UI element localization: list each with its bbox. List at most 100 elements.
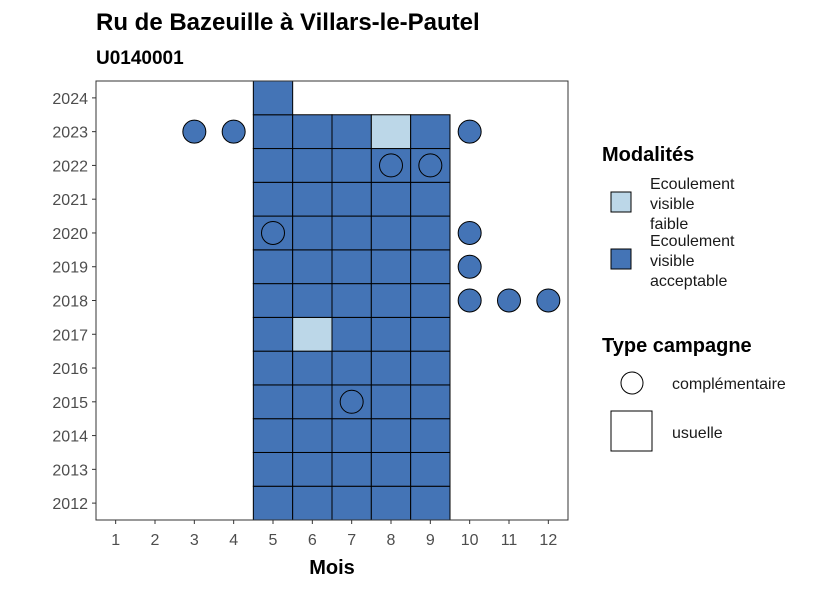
tile-2013-8 (370, 451, 412, 487)
y-tick-label: 2023 (52, 125, 88, 142)
tile-2023-5 (252, 114, 294, 150)
tile-2014-7 (331, 418, 372, 453)
tile-2014-9 (410, 418, 451, 453)
legend-label-complementaire: complémentaire (672, 376, 786, 393)
tile-2020-6 (292, 215, 333, 251)
tile-2012-5 (252, 485, 294, 521)
x-tick-label: 7 (347, 532, 356, 549)
tile-2018-6 (292, 283, 333, 318)
tile-2018-7 (331, 283, 372, 318)
plot-area (95, 80, 569, 521)
tile-2020-7 (331, 215, 372, 251)
x-axis-title: Mois (309, 557, 355, 579)
tile-2016-6 (292, 350, 333, 386)
tile-2020-8 (370, 215, 412, 251)
x-tick-label: 12 (539, 532, 557, 549)
tile-2013-5 (252, 451, 294, 487)
tile-2018-5 (252, 283, 294, 318)
tile-2023-9 (410, 114, 451, 150)
legend-swatch-acceptable (610, 248, 632, 270)
tile-2022-7 (331, 148, 372, 183)
tile-2015-6 (292, 384, 333, 420)
y-tick-label: 2014 (52, 429, 88, 446)
tile-2020-9 (410, 215, 451, 251)
tile-2021-8 (370, 181, 412, 217)
legend-square-icon (610, 410, 653, 452)
y-tick-label: 2016 (52, 361, 88, 378)
tile-2021-6 (292, 181, 333, 217)
x-tick-label: 8 (387, 532, 396, 549)
point-2020-10 (457, 220, 482, 245)
tile-2016-7 (331, 350, 372, 386)
x-tick-label: 11 (501, 532, 518, 549)
tile-2021-7 (331, 181, 372, 217)
tile-2018-8 (370, 283, 412, 318)
point-2018-11 (497, 288, 521, 313)
tile-2013-7 (331, 451, 372, 487)
tile-2012-8 (370, 485, 412, 521)
tile-2012-9 (410, 485, 451, 521)
y-tick-label: 2018 (52, 294, 88, 311)
point-2019-10 (457, 254, 482, 279)
tile-2019-8 (370, 249, 412, 285)
tile-2012-7 (331, 485, 372, 521)
tile-2014-8 (370, 418, 412, 453)
y-tick-label: 2024 (52, 91, 88, 108)
tile-2016-9 (410, 350, 451, 386)
complementaire-points (182, 119, 561, 414)
tile-2019-9 (410, 249, 451, 285)
legend-circle-icon (620, 371, 644, 395)
tile-2015-9 (410, 384, 451, 420)
x-tick-label: 10 (461, 532, 479, 549)
y-tick-label: 2019 (52, 260, 88, 277)
tile-2021-9 (410, 181, 451, 217)
tile-2017-6 (292, 316, 333, 352)
point-2022-9 (418, 153, 443, 178)
point-2023-4 (221, 119, 246, 144)
x-tick-label: 9 (426, 532, 435, 549)
tile-2017-7 (331, 316, 372, 352)
legend: Modalités Ecoulement visible faible Ecou… (602, 144, 786, 452)
tile-2021-5 (252, 181, 294, 217)
tile-2023-8 (370, 114, 412, 150)
tile-2013-9 (410, 451, 451, 487)
tile-2016-5 (252, 350, 294, 386)
tile-2018-9 (410, 283, 451, 318)
point-2023-3 (182, 119, 207, 144)
tile-2019-7 (331, 249, 372, 285)
tile-2015-8 (370, 384, 412, 420)
tile-2016-8 (370, 350, 412, 386)
point-2018-10 (457, 288, 482, 313)
x-tick-label: 2 (151, 532, 160, 549)
tile-2024-5 (252, 80, 294, 116)
legend-label-usuelle: usuelle (672, 425, 723, 442)
point-2015-7 (339, 389, 364, 414)
x-tick-label: 3 (190, 532, 199, 549)
tile-2014-6 (292, 418, 333, 453)
y-tick-label: 2022 (52, 158, 88, 175)
legend-label-faible: Ecoulement visible faible (650, 176, 739, 233)
tile-2013-6 (292, 451, 333, 487)
tile-2015-5 (252, 384, 294, 420)
y-tick-label: 2015 (52, 395, 88, 412)
x-axis: 1 2 3 4 5 6 7 8 9 10 11 12 (111, 520, 557, 549)
y-tick-label: 2013 (52, 462, 88, 479)
y-axis: 2012 2013 2014 2015 2016 2017 2018 2019 2020 2021… (52, 91, 96, 513)
x-tick-label: 6 (308, 532, 317, 549)
y-tick-label: 2021 (52, 192, 88, 209)
x-tick-label: 5 (269, 532, 278, 549)
y-tick-label: 2020 (52, 226, 88, 243)
tile-2022-6 (292, 148, 333, 183)
chart-subtitle: U0140001 (96, 48, 184, 69)
legend-swatch-faible (610, 191, 632, 213)
tile-2019-5 (252, 249, 294, 285)
point-2020-5 (261, 220, 285, 245)
tile-2014-5 (252, 418, 294, 453)
tile-2019-6 (292, 249, 333, 285)
tile-2017-9 (410, 316, 451, 352)
tile-2017-5 (252, 316, 294, 352)
legend-label-acceptable: Ecoulement visible acceptable (650, 233, 739, 290)
tile-2012-6 (292, 485, 333, 521)
y-tick-label: 2012 (52, 496, 88, 513)
